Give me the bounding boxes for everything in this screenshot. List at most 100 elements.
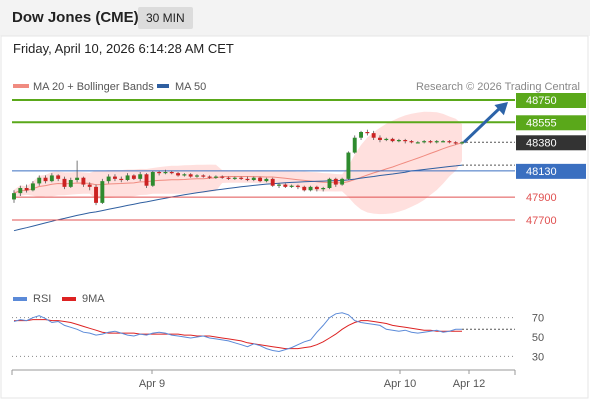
support-label-47900: 47900 — [526, 192, 557, 204]
candle-down — [188, 174, 193, 177]
timeframe-button[interactable]: 30 MIN — [138, 7, 193, 29]
candle-up — [213, 176, 218, 178]
candle-down — [333, 178, 338, 185]
candle-up — [415, 142, 420, 144]
candle-down — [428, 141, 433, 143]
candle-down — [283, 184, 288, 187]
ma50-line — [13, 164, 463, 232]
rsi-ma-legend-swatch — [62, 297, 76, 301]
candle-down — [169, 172, 174, 174]
candle-up — [232, 177, 237, 179]
rsi-legend-label: RSI — [33, 293, 51, 305]
candle-up — [49, 175, 54, 182]
candle-up — [251, 177, 256, 180]
candle-down — [176, 173, 181, 176]
resistance-label-48750: 48750 — [526, 95, 557, 107]
resistance-badge-48555 — [516, 115, 586, 131]
candle-up — [30, 183, 35, 191]
candle-down — [131, 175, 136, 179]
candle-up — [106, 176, 111, 182]
candle-up — [100, 181, 105, 203]
candle-up — [384, 138, 389, 141]
candle-down — [371, 133, 376, 138]
price-badge-48380 — [516, 135, 586, 151]
candle-up — [277, 184, 281, 186]
rsi-legend-swatch — [13, 297, 27, 301]
candle-up — [68, 180, 73, 187]
candle-up — [75, 177, 80, 180]
candle-down — [81, 177, 86, 185]
ma50-legend-swatch — [157, 84, 169, 88]
chart-header: Dow Jones (CME) 30 MIN — [0, 0, 590, 36]
chart-frame — [0, 35, 589, 399]
rsi-line — [13, 312, 462, 353]
candle-down — [119, 178, 124, 181]
candle-down — [409, 141, 414, 143]
candle-up — [195, 175, 199, 177]
candle-up — [352, 137, 357, 153]
x-axis-label: Apr 9 — [139, 378, 165, 390]
candle-down — [403, 140, 408, 142]
rsi-tick-30: 30 — [532, 351, 544, 363]
candle-up — [308, 186, 313, 191]
ma20-legend-label: MA 20 + Bollinger Bands — [33, 81, 154, 93]
candle-down — [157, 172, 162, 174]
candle-up — [12, 193, 16, 200]
price-label-48380: 48380 — [526, 137, 557, 149]
rsi-ma-line — [14, 319, 462, 350]
candle-up — [434, 141, 439, 143]
candle-down — [258, 177, 263, 182]
candle-down — [295, 185, 300, 187]
candle-down — [94, 186, 98, 203]
x-axis-label: Apr 12 — [453, 378, 485, 390]
candle-down — [365, 132, 370, 134]
candle-up — [150, 172, 155, 186]
candle-up — [182, 174, 187, 176]
candle-down — [226, 177, 231, 179]
candle-up — [163, 172, 168, 174]
candle-up — [346, 152, 351, 179]
ma20-legend-swatch — [13, 84, 29, 88]
candle-up — [327, 178, 332, 188]
candle-up — [289, 185, 294, 187]
candle-down — [314, 186, 319, 190]
ma50-legend-label: MA 50 — [175, 81, 206, 93]
candle-down — [447, 141, 452, 143]
candle-up — [264, 178, 269, 182]
candle-up — [422, 141, 427, 143]
x-axis-label: Apr 10 — [384, 378, 416, 390]
candle-down — [207, 176, 212, 178]
candle-up — [138, 174, 143, 179]
candle-down — [87, 184, 92, 187]
ma20-line — [13, 142, 463, 194]
candle-up — [441, 141, 446, 143]
candle-up — [460, 142, 464, 144]
candle-down — [390, 138, 395, 142]
candle-down — [201, 175, 206, 177]
rsi-tick-70: 70 — [532, 313, 544, 325]
candle-up — [396, 140, 401, 142]
forecast-arrow-head — [494, 102, 508, 116]
credit-text: Research © 2026 Trading Central — [416, 81, 580, 93]
candle-down — [43, 177, 48, 182]
candle-up — [340, 178, 345, 185]
instrument-title: Dow Jones (CME) — [12, 9, 139, 26]
timestamp: Friday, April 10, 2026 6:14:28 AM CET — [13, 41, 234, 56]
forecast-arrow-shaft — [462, 104, 504, 144]
bollinger-band — [14, 111, 462, 215]
candle-down — [378, 137, 382, 140]
candle-up — [321, 188, 326, 190]
candle-down — [62, 178, 67, 187]
candle-down — [144, 174, 149, 186]
rsi-ma-legend-label: 9MA — [82, 293, 105, 305]
candle-down — [24, 188, 29, 191]
candle-down — [302, 186, 307, 191]
pivot-badge-48130 — [516, 163, 586, 179]
pivot-label-48130: 48130 — [526, 166, 557, 178]
candle-down — [245, 178, 250, 181]
resistance-label-48555: 48555 — [526, 117, 557, 129]
resistance-badge-48750 — [516, 93, 586, 108]
rsi-tick-50: 50 — [532, 332, 544, 344]
candle-down — [270, 178, 275, 186]
